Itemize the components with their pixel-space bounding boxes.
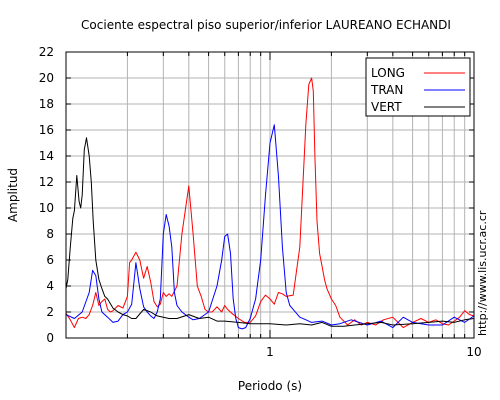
y-tick-label: 12 — [39, 175, 54, 189]
y-tick-label: 10 — [39, 201, 54, 215]
series-line-tran — [65, 124, 475, 330]
legend-label-vert: VERT — [371, 100, 402, 114]
y-tick-label: 14 — [39, 149, 54, 163]
y-tick-label: 2 — [46, 305, 54, 319]
series-line-long — [65, 77, 475, 329]
y-tick-label: 18 — [39, 97, 54, 111]
y-tick-label: 0 — [46, 331, 54, 345]
y-tick-label: 4 — [46, 279, 54, 293]
legend-box — [365, 57, 471, 117]
x-tick-label: 1 — [266, 345, 274, 359]
y-tick-label: 22 — [39, 45, 54, 59]
chart-title: Cociente espectral piso superior/inferio… — [81, 18, 451, 32]
chart-legend: LONG TRAN VERT — [365, 57, 471, 117]
legend-label-tran: TRAN — [370, 83, 403, 97]
y-tick-label: 16 — [39, 123, 54, 137]
credit-url: http://www.lis.ucr.ac.cr — [476, 210, 489, 336]
y-tick-label: 8 — [46, 227, 54, 241]
plot-frame — [65, 51, 475, 339]
y-tick-label: 6 — [46, 253, 54, 267]
series-lines — [65, 77, 475, 330]
y-tick-label: 20 — [39, 71, 54, 85]
legend-label-long: LONG — [371, 66, 405, 80]
axis-ticks: 0 2 4 6 8 10 12 14 16 18 20 22 1 10 — [39, 45, 482, 359]
y-axis-label: Amplitud — [6, 168, 20, 222]
series-line-vert — [65, 137, 475, 327]
x-tick-label: 10 — [466, 345, 481, 359]
x-axis-label: Periodo (s) — [238, 379, 302, 393]
